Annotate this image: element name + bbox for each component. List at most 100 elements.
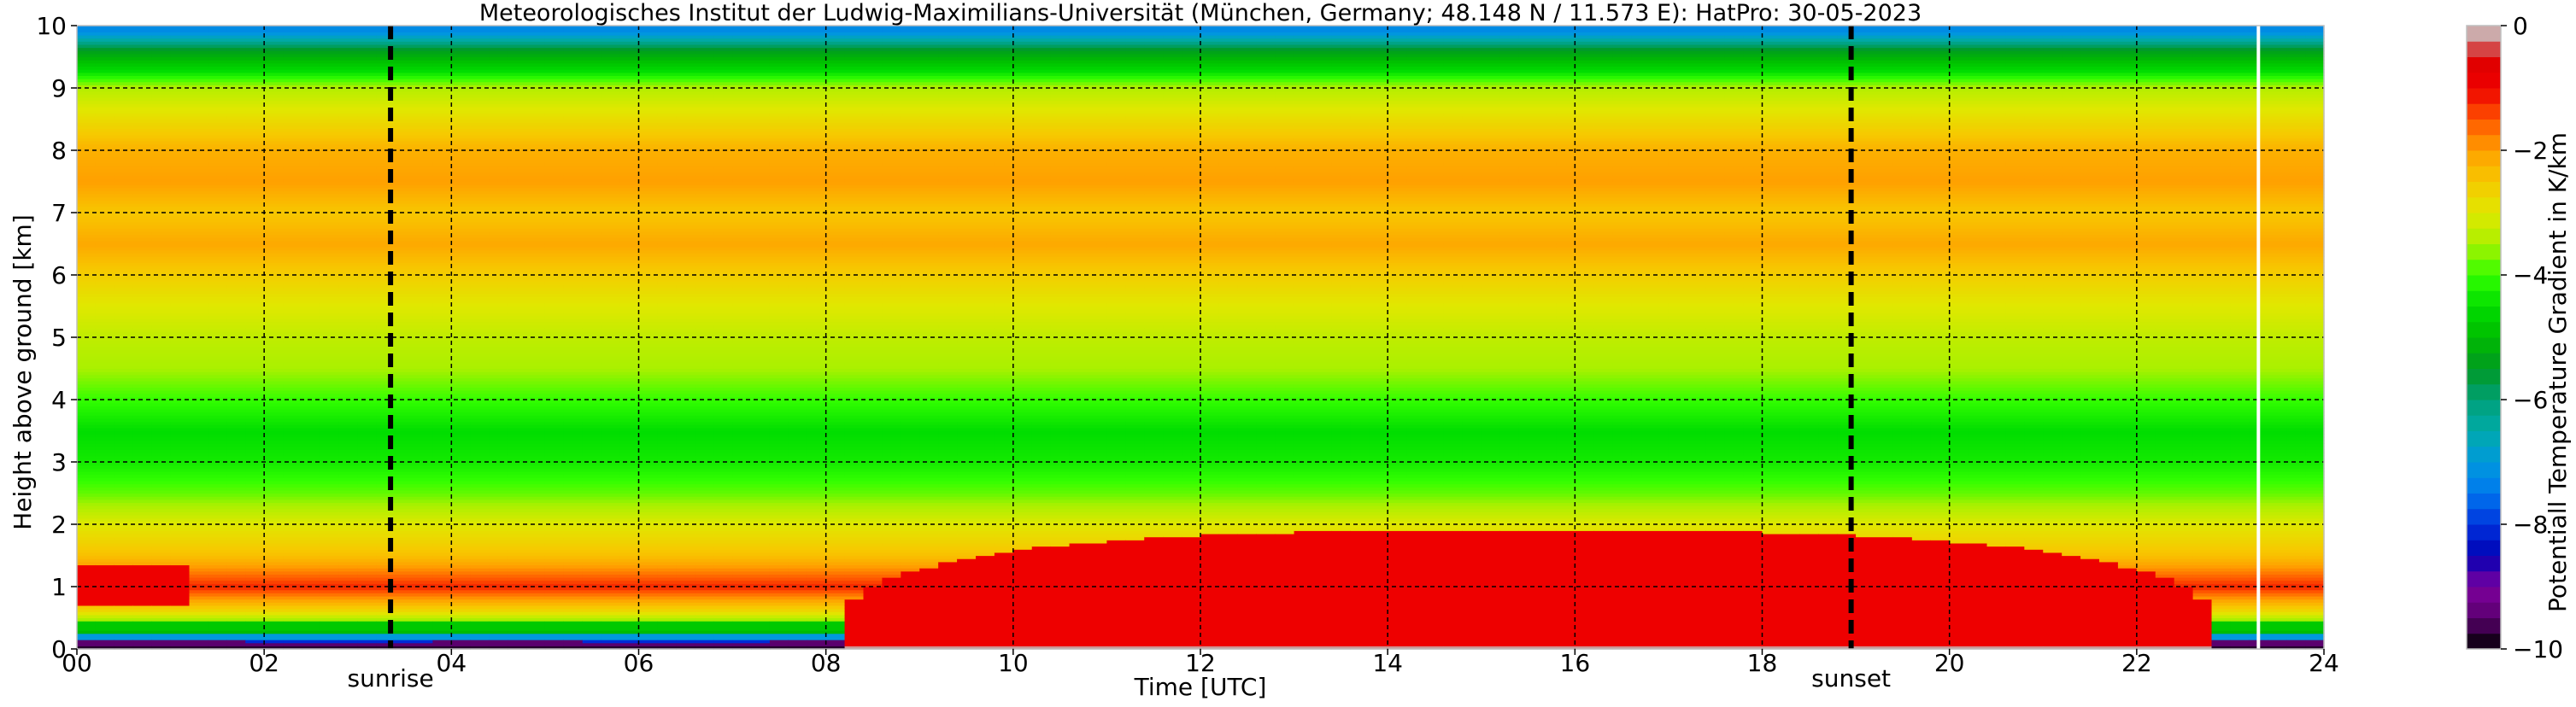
heatmap-cell [470, 175, 490, 179]
heatmap-cell [508, 44, 527, 49]
heatmap-cell [132, 549, 153, 553]
heatmap-cell [357, 589, 378, 593]
heatmap-cell [432, 275, 452, 279]
heatmap-cell [226, 79, 246, 83]
heatmap-cell [283, 318, 302, 323]
heatmap-cell [470, 147, 490, 151]
heatmap-cell [95, 32, 115, 36]
heatmap-cell [189, 402, 209, 406]
heatmap-cell [395, 374, 415, 379]
heatmap-cell [451, 259, 471, 263]
heatmap-cell [151, 436, 172, 441]
heatmap-cell [508, 321, 527, 325]
heatmap-cell [395, 487, 415, 491]
heatmap-cell [470, 162, 490, 167]
heatmap-cell [77, 234, 97, 238]
heatmap-cell [414, 593, 434, 597]
heatmap-cell [114, 162, 134, 167]
heatmap-cell [508, 412, 527, 416]
heatmap-cell [77, 47, 97, 51]
heatmap-cell [451, 85, 471, 89]
heatmap-cell [395, 642, 415, 646]
heatmap-cell [432, 465, 452, 469]
heatmap-cell [264, 28, 284, 32]
heatmap-cell [508, 589, 527, 593]
heatmap-cell [302, 41, 321, 45]
heatmap-cell [132, 408, 153, 413]
heatmap-cell [508, 353, 527, 357]
heatmap-cell [414, 421, 434, 425]
heatmap-cell [526, 371, 546, 376]
heatmap-cell [189, 418, 209, 423]
heatmap-cell [283, 122, 302, 126]
heatmap-cell [95, 349, 115, 354]
heatmap-cell [189, 66, 209, 70]
heatmap-cell [414, 427, 434, 432]
heatmap-cell [114, 175, 134, 179]
heatmap-cell [357, 517, 378, 522]
heatmap-cell [414, 400, 434, 404]
heatmap-cell [376, 283, 396, 289]
heatmap-cell [338, 633, 359, 637]
heatmap-cell [489, 131, 508, 136]
heatmap-cell [283, 595, 302, 600]
heatmap-cell [264, 56, 284, 61]
heatmap-cell [470, 415, 490, 419]
heatmap-cell [395, 69, 415, 73]
heatmap-cell [245, 96, 265, 102]
heatmap-cell [95, 209, 115, 213]
heatmap-cell [302, 368, 321, 372]
heatmap-cell [226, 181, 246, 185]
heatmap-cell [376, 109, 396, 114]
heatmap-cell [489, 527, 508, 531]
heatmap-cell [189, 505, 209, 510]
heatmap-cell [114, 213, 134, 217]
heatmap-cell [226, 549, 246, 553]
heatmap-cell [508, 69, 527, 73]
heatmap-cell [95, 465, 115, 469]
heatmap-cell [302, 206, 321, 210]
heatmap-cell [114, 343, 134, 348]
heatmap-cell [189, 496, 209, 500]
heatmap-cell [114, 88, 134, 92]
heatmap-cell [170, 489, 191, 494]
heatmap-cell [302, 69, 321, 73]
heatmap-cell [414, 589, 434, 593]
heatmap-cell [151, 549, 172, 553]
heatmap-cell [170, 636, 191, 640]
heatmap-cell [489, 200, 508, 204]
heatmap-cell [526, 595, 546, 600]
heatmap-cell [526, 353, 546, 357]
heatmap-cell [526, 515, 546, 519]
heatmap-cell [414, 533, 434, 538]
heatmap-cell [245, 387, 265, 391]
heatmap-cell [226, 72, 246, 76]
heatmap-cell [338, 315, 359, 319]
heatmap-cell [526, 365, 546, 370]
heatmap-cell [414, 487, 434, 491]
heatmap-cell [264, 589, 284, 593]
heatmap-cell [170, 470, 191, 476]
heatmap-cell [151, 564, 172, 569]
heatmap-cell [451, 589, 471, 593]
heatmap-cell [170, 50, 191, 55]
heatmap-cell [470, 281, 490, 285]
heatmap-cell [432, 283, 452, 289]
heatmap-cell [432, 281, 452, 285]
heatmap-cell [395, 328, 415, 332]
heatmap-cell [132, 642, 153, 646]
heatmap-cell [376, 247, 396, 251]
heatmap-cell [151, 147, 172, 151]
heatmap-cell [132, 88, 153, 92]
heatmap-cell [170, 125, 191, 130]
heatmap-cell [151, 240, 172, 245]
heatmap-cell [338, 462, 359, 466]
heatmap-cell [283, 26, 302, 30]
heatmap-cell [245, 131, 265, 136]
heatmap-cell [170, 309, 191, 313]
heatmap-cell [414, 287, 434, 291]
heatmap-cell [283, 156, 302, 161]
heatmap-cell [245, 293, 265, 298]
heatmap-cell [114, 640, 134, 644]
heatmap-cell [264, 568, 284, 572]
